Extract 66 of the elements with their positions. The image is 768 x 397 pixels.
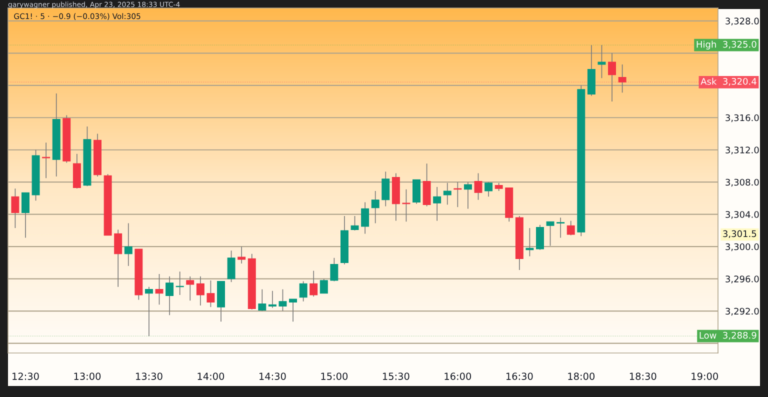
candlestick	[433, 186, 442, 222]
candlestick	[598, 44, 606, 79]
candlestick	[289, 298, 298, 322]
candlestick	[227, 250, 236, 282]
candlestick	[454, 182, 462, 208]
candlestick	[278, 288, 287, 312]
candlestick	[361, 202, 370, 234]
candlestick	[526, 228, 534, 257]
candlestick	[443, 182, 452, 206]
x-tick-label: 13:30	[136, 372, 162, 380]
candlestick	[166, 276, 174, 316]
candlestick	[144, 286, 153, 336]
ref-line-label: Ask 3,320.4	[700, 78, 756, 86]
x-tick-label: 18:30	[630, 372, 656, 380]
x-tick-label: 16:30	[506, 372, 533, 380]
candlestick	[268, 290, 276, 308]
x-tick-label: 15:30	[382, 372, 410, 380]
candlestick	[155, 274, 164, 306]
candlestick	[258, 288, 266, 312]
candlestick	[310, 270, 318, 297]
candlestick	[546, 221, 554, 246]
candlestick	[114, 229, 122, 288]
candlestick	[196, 276, 204, 306]
x-tick-label: 13:00	[74, 372, 101, 380]
candlestick	[206, 280, 215, 308]
candlestick	[371, 190, 380, 224]
x-tick-label: 15:00	[321, 372, 348, 380]
candlestick	[422, 163, 431, 207]
candlestick	[412, 179, 420, 204]
candlestick	[238, 246, 246, 264]
candlestick	[11, 188, 20, 228]
candlestick	[464, 182, 472, 210]
candlestick	[350, 216, 359, 231]
x-tick-label: 16:00	[444, 372, 472, 380]
ref-line-label: Low 3,288.9	[700, 332, 756, 340]
candlestick	[608, 52, 616, 102]
y-tick-label: 3,312.0	[726, 146, 759, 154]
y-tick-label: 3,296.0	[726, 276, 759, 284]
candlestick	[124, 222, 132, 266]
y-tick-label: 3,292.0	[726, 308, 759, 316]
candlestick	[484, 182, 493, 198]
candlestick	[566, 220, 575, 236]
x-tick-label: 14:30	[260, 372, 286, 380]
candlestick	[330, 257, 338, 282]
candlestick	[474, 172, 482, 200]
candlestick	[536, 224, 544, 250]
candlestick	[556, 217, 565, 238]
x-tick-label: 19:00	[692, 372, 718, 380]
candlestick	[618, 64, 626, 94]
y-tick-label: 3,316.0	[726, 114, 759, 122]
x-tick-label: 12:30	[12, 372, 39, 380]
candlestick	[320, 278, 328, 294]
x-tick-label: 14:00	[198, 372, 224, 380]
candlestick	[382, 171, 390, 207]
candlestick	[22, 192, 30, 238]
candlestick	[186, 276, 194, 302]
y-tick-label: 3,300.0	[726, 243, 759, 252]
x-tick-label: 18:00	[568, 372, 595, 380]
ref-line-label: 3,301.5	[723, 230, 756, 238]
candlestick	[42, 142, 50, 178]
y-tick-label: 3,308.0	[726, 178, 759, 187]
y-tick-label: 3,304.0	[726, 211, 759, 219]
y-tick-label: 3,328.0	[726, 18, 759, 26]
candlestick	[299, 280, 308, 302]
candlestick	[402, 188, 410, 222]
ref-line-label: High 3,325.0	[696, 40, 756, 50]
